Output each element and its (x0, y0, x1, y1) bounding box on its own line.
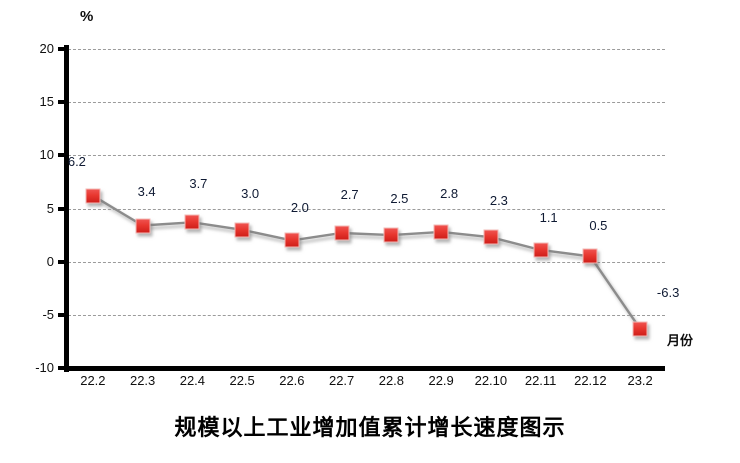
data-point-22.7[interactable] (334, 225, 350, 241)
y-tick-0 (58, 259, 69, 264)
plot-area (68, 49, 665, 368)
gridline-20 (68, 49, 665, 50)
data-point-22.3[interactable] (135, 218, 151, 233)
y-tick-20 (58, 47, 69, 51)
x-tick-label-22.5: 22.5 (229, 373, 255, 388)
data-point-22.12[interactable] (582, 248, 598, 264)
chart-title: 规模以上工业增加值累计增长速度图示 (174, 415, 566, 441)
y-tick-label-5: 5 (46, 200, 54, 216)
x-tick-label-22.3: 22.3 (129, 373, 156, 388)
y-tick-label--5: -5 (42, 306, 54, 322)
y-tick-label-0: 0 (46, 253, 54, 269)
gridline-0 (68, 261, 665, 263)
gridline-10 (68, 155, 665, 157)
y-tick-label--10: -10 (35, 360, 54, 375)
data-label-22.6: 2.0 (290, 200, 309, 216)
x-tick-label-23.2: 23.2 (627, 373, 653, 388)
data-label-22.3: 3.4 (137, 183, 156, 199)
data-label-22.2: 6.2 (67, 153, 86, 169)
x-tick-label-22.11: 22.11 (524, 373, 557, 388)
x-axis-caption: 月份 (666, 333, 694, 348)
x-tick-label-22.8: 22.8 (378, 373, 405, 388)
y-tick--10 (58, 366, 69, 370)
x-tick-label-22.10: 22.10 (474, 373, 508, 388)
y-tick-5 (58, 206, 69, 211)
x-tick-label-22.12: 22.12 (574, 373, 607, 388)
data-point-22.2[interactable] (85, 188, 101, 204)
gridline-15 (68, 102, 665, 104)
gridline--5 (68, 314, 665, 316)
x-tick-label-22.4: 22.4 (179, 373, 206, 388)
data-label-22.5: 3.0 (241, 185, 260, 201)
x-tick-label-22.7: 22.7 (328, 373, 355, 388)
data-point-22.6[interactable] (284, 232, 300, 248)
y-axis-unit-label: % (80, 8, 94, 25)
data-label-22.4: 3.7 (189, 176, 208, 192)
data-point-22.8[interactable] (383, 227, 399, 243)
x-tick-label-22.2: 22.2 (80, 373, 106, 388)
data-point-23.2[interactable] (632, 321, 648, 337)
data-point-22.4[interactable] (184, 214, 200, 230)
x-tick-label-22.9: 22.9 (428, 373, 454, 388)
data-label-22.9: 2.8 (440, 185, 459, 201)
data-point-22.11[interactable] (533, 242, 549, 258)
data-label-22.12: 0.5 (589, 218, 608, 234)
y-tick--5 (58, 312, 69, 317)
x-axis-line (64, 366, 665, 371)
data-label-22.7: 2.7 (340, 186, 359, 202)
x-tick-label-22.6: 22.6 (279, 373, 305, 388)
y-tick-label-15: 15 (39, 94, 54, 110)
y-tick-15 (58, 100, 69, 105)
data-label-23.2: -6.3 (656, 284, 680, 300)
y-tick-label-20: 20 (39, 41, 54, 56)
data-label-22.8: 2.5 (390, 191, 409, 207)
data-point-22.10[interactable] (483, 229, 499, 245)
y-tick-label-10: 10 (39, 147, 54, 163)
data-label-22.11: 1.1 (539, 209, 558, 225)
data-point-22.5[interactable] (234, 222, 250, 238)
y-tick-10 (58, 153, 69, 158)
gridline-5 (68, 208, 665, 210)
data-label-22.10: 2.3 (489, 193, 508, 209)
data-point-22.9[interactable] (433, 224, 449, 240)
